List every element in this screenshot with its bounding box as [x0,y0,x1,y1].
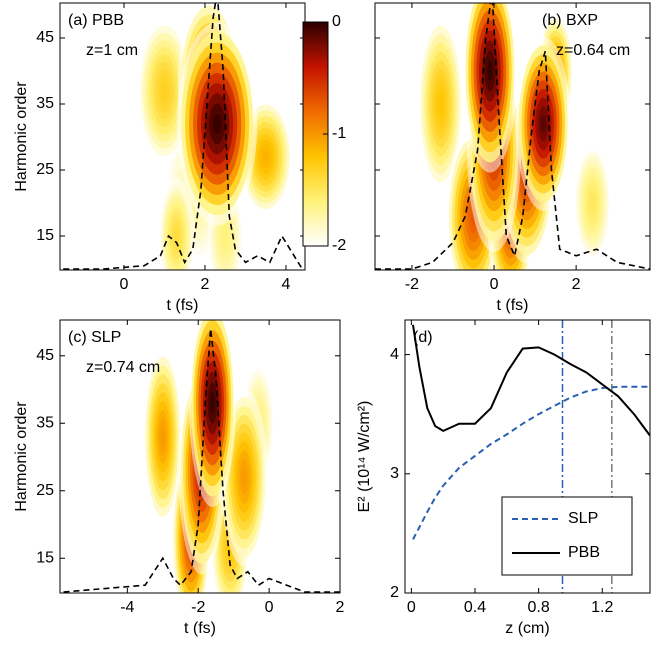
x-tick-label: 0.4 [464,599,486,616]
plot-area [63,3,303,270]
data-line [412,324,650,437]
heat-blob [241,468,247,487]
x-axis-label: z (cm) [505,620,549,637]
legend-label: PBB [568,544,600,561]
heat-blob [161,83,168,99]
heat-blob [487,60,493,82]
panel-note: z=0.64 cm [556,42,630,59]
axes-frame [374,2,651,271]
y-tick-label: 3 [390,465,399,482]
x-axis-label: t (fs) [167,297,199,314]
x-tick-label: 2 [336,599,345,616]
heat-blob [174,230,179,242]
x-tick-label: 2 [572,276,581,293]
heat-blob [590,197,595,209]
plot-area [375,3,650,270]
y-tick-label: 35 [36,414,54,431]
y-tick-label: 2 [390,584,399,601]
y-tick-label: 4 [390,346,399,363]
x-tick-label: 4 [282,276,291,293]
x-axis-label: t (fs) [497,297,529,314]
y-tick-label: 35 [36,95,54,112]
x-tick-label: -4 [120,599,134,616]
x-tick-label: 0 [120,276,129,293]
panel-label: (a) PBB [68,12,124,29]
colorbar-tick-label: -2 [332,237,346,254]
legend-label: SLP [568,510,598,527]
y-tick-label: 15 [36,227,54,244]
heat-blob [213,113,222,134]
panel: -2 0 2 t (fs) (b) BXP z=0.64 cm [374,2,651,314]
x-tick-label: 0 [490,276,499,293]
panel-label: (d) [413,329,433,346]
x-tick-label: 0.8 [528,599,550,616]
axes-frame [404,319,651,594]
colorbar-tick-label: -1 [332,125,346,142]
panel-note: z=0.74 cm [86,359,160,376]
x-tick-label: -2 [191,599,205,616]
axes-frame [59,319,341,594]
y-tick-label: 25 [36,161,54,178]
y-axis-label: Harmonic order [13,401,30,512]
x-axis-label: t (fs) [184,620,216,637]
x-tick-label: -2 [405,276,419,293]
panel: -4 -2 0 2 15 25 35 45 t (fs) Harmonic order (c) SL… [13,319,345,637]
colorbar-tick-label: 0 [332,13,341,30]
data-line [63,3,303,270]
x-tick-label: 1.2 [591,599,613,616]
data-line [63,328,340,593]
heat-blob [210,392,215,414]
panel-label: (b) BXP [542,12,598,29]
panel-label: (c) SLP [68,329,121,346]
y-tick-label: 25 [36,482,54,499]
x-tick-label: 0 [265,599,274,616]
plot-area [63,320,340,593]
y-axis-label: E² (10¹⁴ W/cm²) [356,401,373,513]
data-line [412,385,650,540]
panel-note: z=1 cm [86,42,138,59]
panel: 0 2 4 15 25 35 45 t (fs) Harmonic order (a) PBB z=… [13,2,346,314]
x-tick-label: 2 [201,276,210,293]
y-tick-label: 45 [36,29,54,46]
y-axis-label: Harmonic order [13,81,30,192]
y-tick-label: 15 [36,549,54,566]
heat-blob [160,427,165,446]
heat-blob [438,95,443,113]
heat-blob [223,230,228,242]
legend-box [501,496,633,576]
x-tick-label: 0 [407,599,416,616]
panel: 0 0.4 0.8 1.2 2 3 4 z (cm) E² (10¹⁴ W/cm²) (d) SLP… [356,319,651,637]
y-tick-label: 45 [36,347,54,364]
heat-blob [263,150,269,163]
heat-blob [540,115,546,133]
